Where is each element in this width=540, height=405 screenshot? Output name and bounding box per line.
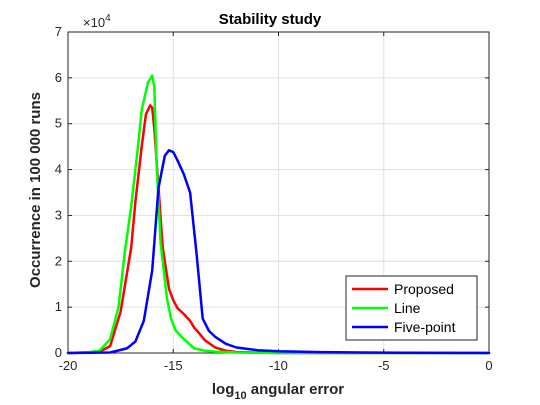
y-tick-label: 3: [55, 207, 62, 222]
x-axis-label-rest: angular error: [247, 381, 345, 398]
legend-label-line: Line: [394, 300, 421, 316]
y-tick-label: 7: [55, 24, 62, 39]
y-tick-label: 2: [55, 253, 62, 268]
legend-label-five-point: Five-point: [394, 319, 456, 335]
x-axis-ticks: -20 -15 -10 -5 0: [59, 32, 493, 373]
series-line-five-point: [66, 149, 491, 355]
legend-label-proposed: Proposed: [394, 281, 454, 297]
y-tick-label: 0: [55, 345, 62, 360]
y-axis-label: Occurrence in 100 000 runs: [27, 92, 44, 288]
y-tick-label: 6: [55, 70, 62, 85]
x-axis-label-base: log: [212, 381, 235, 398]
y-tick-label: 1: [55, 299, 62, 314]
y-exponent-base: ×10: [83, 15, 105, 30]
legend: Proposed Line Five-point: [345, 275, 478, 341]
x-axis-label-sub: 10: [234, 390, 246, 402]
x-axis-label: log10 angular error: [212, 381, 344, 402]
x-tick-label: -20: [59, 358, 78, 373]
chart-title: Stability study: [219, 11, 322, 28]
y-exponent-label: ×104: [83, 13, 111, 30]
y-axis-ticks: 0 1 2 3 4 5 6 7: [55, 24, 489, 360]
x-tick-label: -15: [164, 358, 183, 373]
x-tick-label: -5: [378, 358, 390, 373]
y-exponent-power: 4: [105, 13, 111, 24]
x-tick-label: -10: [269, 358, 288, 373]
series-lines: [66, 74, 491, 355]
y-tick-label: 5: [55, 116, 62, 131]
x-tick-label: 0: [485, 358, 492, 373]
y-tick-label: 4: [55, 162, 62, 177]
series-line-line: [66, 74, 491, 355]
